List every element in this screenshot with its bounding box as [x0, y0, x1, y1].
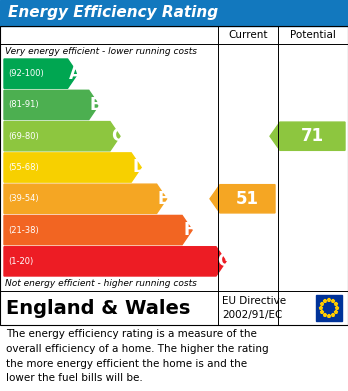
Text: Energy Efficiency Rating: Energy Efficiency Rating	[8, 5, 218, 20]
Text: Very energy efficient - lower running costs: Very energy efficient - lower running co…	[5, 47, 197, 56]
Polygon shape	[4, 247, 226, 276]
Text: EU Directive
2002/91/EC: EU Directive 2002/91/EC	[222, 296, 286, 320]
Text: G: G	[217, 252, 231, 270]
Polygon shape	[335, 306, 339, 309]
Polygon shape	[4, 184, 167, 213]
Text: B: B	[90, 96, 102, 114]
Polygon shape	[323, 299, 327, 303]
Polygon shape	[210, 185, 275, 213]
Polygon shape	[331, 299, 335, 303]
Polygon shape	[327, 298, 331, 301]
Text: (69-80): (69-80)	[8, 132, 39, 141]
Text: Potential: Potential	[290, 30, 336, 40]
Text: 51: 51	[236, 190, 259, 208]
Text: F: F	[183, 221, 195, 239]
Text: The energy efficiency rating is a measure of the
overall efficiency of a home. T: The energy efficiency rating is a measur…	[6, 329, 269, 384]
Text: E: E	[158, 190, 169, 208]
Text: C: C	[111, 127, 123, 145]
Bar	[0, 26, 348, 325]
Polygon shape	[327, 314, 331, 317]
Polygon shape	[4, 122, 120, 151]
Polygon shape	[320, 310, 324, 314]
Polygon shape	[4, 59, 78, 88]
Polygon shape	[319, 306, 323, 309]
Polygon shape	[4, 153, 141, 182]
Text: (21-38): (21-38)	[8, 226, 39, 235]
Polygon shape	[4, 215, 192, 245]
Polygon shape	[334, 302, 338, 305]
Text: (92-100): (92-100)	[8, 69, 44, 78]
Polygon shape	[334, 310, 338, 314]
Text: A: A	[69, 65, 81, 83]
Bar	[316, 295, 342, 321]
Polygon shape	[270, 122, 345, 151]
Polygon shape	[320, 302, 324, 305]
Polygon shape	[323, 313, 327, 316]
Text: England & Wales: England & Wales	[6, 298, 190, 317]
Text: (39-54): (39-54)	[8, 194, 39, 203]
Polygon shape	[4, 90, 99, 120]
Text: (81-91): (81-91)	[8, 100, 39, 109]
Text: (55-68): (55-68)	[8, 163, 39, 172]
Bar	[0, 0, 348, 26]
Text: Not energy efficient - higher running costs: Not energy efficient - higher running co…	[5, 280, 197, 289]
Text: (1-20): (1-20)	[8, 257, 33, 266]
Text: D: D	[132, 158, 146, 176]
Polygon shape	[331, 313, 335, 316]
Text: 71: 71	[301, 127, 324, 145]
Text: Current: Current	[228, 30, 268, 40]
